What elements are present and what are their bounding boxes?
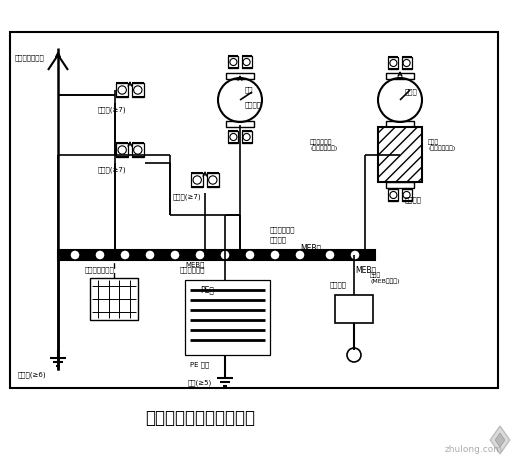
Bar (335, 295, 373, 323)
Circle shape (295, 250, 305, 260)
Bar (117, 83, 128, 97)
Circle shape (170, 250, 180, 260)
Text: 采暖管(≥7): 采暖管(≥7) (98, 107, 126, 113)
Bar (242, 131, 252, 143)
Text: MEB总: MEB总 (355, 266, 376, 274)
Circle shape (245, 250, 255, 260)
Text: 给冷水管: 给冷水管 (245, 102, 262, 108)
Bar (242, 56, 252, 68)
Text: 接地线(≥6): 接地线(≥6) (18, 372, 47, 378)
Text: 电于管单卡夹: 电于管单卡夹 (270, 227, 295, 233)
Circle shape (270, 250, 280, 260)
Bar (185, 280, 270, 355)
Bar (132, 143, 144, 157)
Bar (10, 32, 498, 388)
Text: 接地线
(MEB箱下部): 接地线 (MEB箱下部) (370, 272, 400, 284)
Bar (58, 250, 375, 260)
Text: 接地(≥5): 接地(≥5) (188, 380, 212, 386)
Text: 鬼水管(≥7): 鬼水管(≥7) (173, 194, 201, 200)
Text: MEB总: MEB总 (300, 243, 321, 252)
Bar (402, 57, 412, 69)
Text: MEB盒: MEB盒 (185, 262, 204, 268)
Text: 防雷装置引下线: 防雷装置引下线 (15, 55, 45, 61)
Bar (90, 278, 138, 320)
Text: zhulong.com: zhulong.com (445, 446, 503, 454)
Bar (386, 182, 414, 188)
Bar (228, 131, 238, 143)
Text: PE总: PE总 (200, 285, 214, 295)
Text: 混凝土基础钢筋: 混凝土基础钢筋 (85, 266, 115, 273)
Polygon shape (495, 433, 505, 447)
Text: 总排气管: 总排气管 (405, 197, 422, 204)
Bar (386, 73, 414, 79)
Text: 电源检查: 电源检查 (270, 237, 287, 243)
Bar (386, 121, 414, 127)
Circle shape (145, 250, 155, 260)
Bar (226, 73, 254, 79)
Text: 水表: 水表 (245, 86, 254, 94)
Text: 室下水管: 室下水管 (330, 282, 347, 288)
Text: 皮铜管(≥7): 皮铜管(≥7) (98, 167, 126, 173)
Bar (388, 189, 398, 201)
Bar (228, 56, 238, 68)
Text: 总等电位联结系统图示例: 总等电位联结系统图示例 (145, 409, 255, 427)
Bar (192, 173, 203, 187)
Text: 水流量及回路
(燃气公司管辖): 水流量及回路 (燃气公司管辖) (310, 139, 337, 151)
Circle shape (120, 250, 130, 260)
Bar (402, 189, 412, 201)
Bar (388, 57, 398, 69)
Bar (117, 143, 128, 157)
Text: PE 母线: PE 母线 (190, 362, 209, 368)
Circle shape (95, 250, 105, 260)
Bar (132, 83, 144, 97)
Circle shape (350, 250, 360, 260)
Circle shape (220, 250, 230, 260)
Circle shape (325, 250, 335, 260)
Circle shape (70, 250, 80, 260)
Text: 局部等电位箱: 局部等电位箱 (180, 266, 205, 273)
Circle shape (195, 250, 205, 260)
Bar (226, 121, 254, 127)
Text: 燃气阀
(燃气公司管辖): 燃气阀 (燃气公司管辖) (428, 139, 455, 151)
Polygon shape (490, 426, 510, 454)
Bar (207, 173, 219, 187)
Text: 燃气表: 燃气表 (405, 89, 418, 95)
Bar (378, 127, 422, 182)
